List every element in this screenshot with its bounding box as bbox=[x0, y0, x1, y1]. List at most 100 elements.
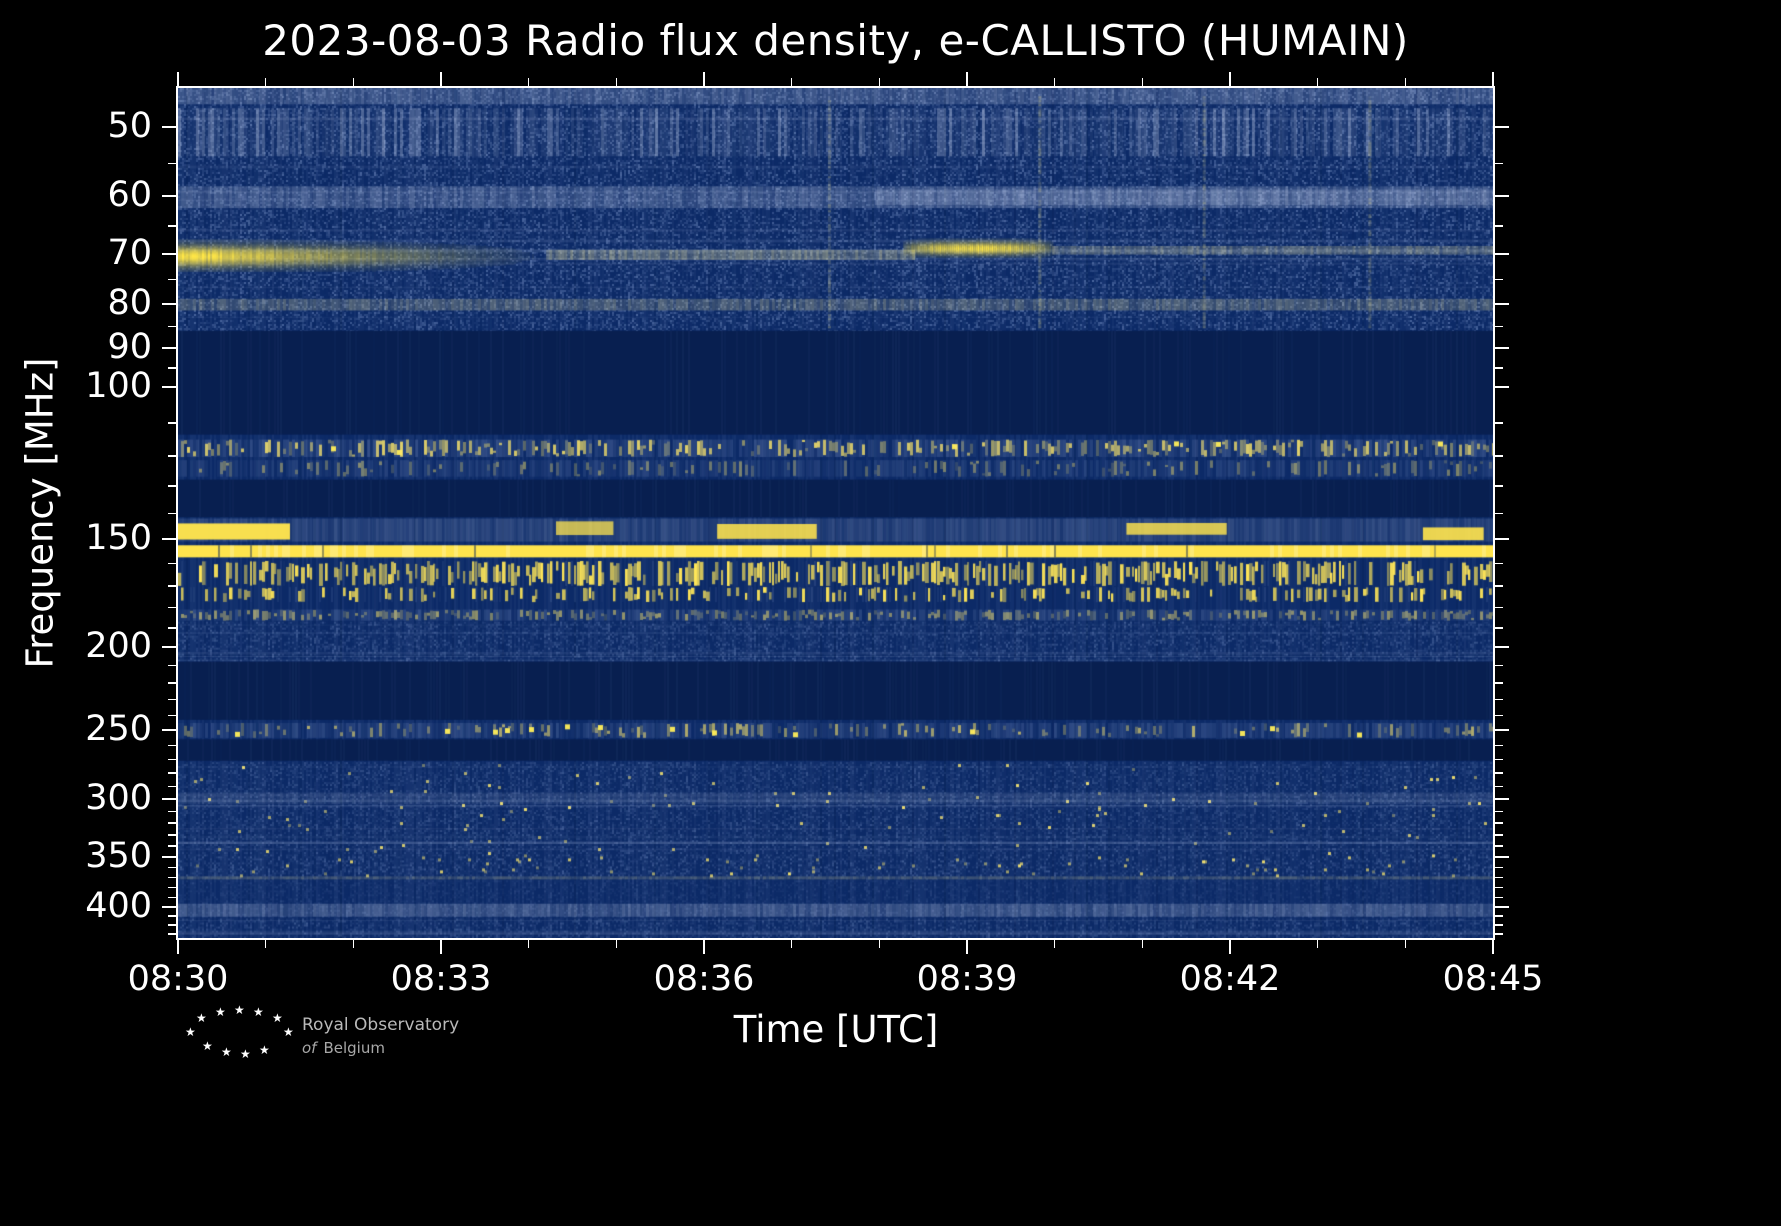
rob-logo-belgium: Belgium bbox=[323, 1038, 385, 1057]
y-major-tick-right bbox=[1495, 126, 1509, 129]
x-minor-tick-top bbox=[1404, 78, 1407, 86]
x-major-tick bbox=[1492, 940, 1494, 954]
y-minor-tick bbox=[168, 225, 176, 227]
x-minor-tick bbox=[1141, 940, 1144, 948]
x-major-tick-top bbox=[440, 72, 442, 86]
y-minor-tick bbox=[168, 698, 176, 701]
rob-logo-line2: of Belgium bbox=[302, 1038, 459, 1059]
y-major-tick bbox=[162, 645, 176, 648]
y-major-tick-right bbox=[1495, 905, 1509, 908]
y-minor-tick-right bbox=[1495, 664, 1503, 667]
x-major-tick-top bbox=[1229, 72, 1231, 86]
star-icon: ★ bbox=[240, 1047, 251, 1061]
y-minor-tick-right bbox=[1495, 915, 1503, 917]
y-minor-tick-right bbox=[1495, 744, 1503, 747]
y-major-tick bbox=[162, 729, 176, 732]
y-major-tick-right bbox=[1495, 797, 1509, 800]
y-minor-tick bbox=[168, 876, 176, 879]
y-major-tick bbox=[162, 905, 176, 908]
x-major-tick-top bbox=[703, 72, 705, 86]
spectrogram-canvas bbox=[178, 88, 1493, 938]
y-major-tick-right bbox=[1495, 645, 1509, 648]
y-minor-tick bbox=[168, 664, 176, 667]
y-major-tick-right bbox=[1495, 302, 1509, 305]
x-tick-label: 08:42 bbox=[1179, 959, 1281, 999]
y-minor-tick bbox=[168, 682, 176, 684]
x-tick-label: 08:33 bbox=[390, 959, 492, 999]
y-minor-tick bbox=[168, 866, 176, 869]
y-tick-label: 150 bbox=[85, 517, 152, 558]
x-minor-tick bbox=[352, 940, 355, 948]
y-minor-tick-right bbox=[1495, 714, 1503, 717]
x-minor-tick-top bbox=[352, 78, 355, 86]
x-minor-tick-top bbox=[615, 78, 618, 86]
x-minor-tick bbox=[264, 940, 267, 948]
star-icon: ★ bbox=[253, 1005, 264, 1019]
y-major-tick bbox=[162, 538, 176, 541]
y-minor-tick-right bbox=[1495, 772, 1503, 775]
rob-logo-of: of bbox=[302, 1038, 317, 1057]
x-major-tick bbox=[1229, 940, 1231, 954]
y-minor-tick-right bbox=[1495, 512, 1503, 515]
y-minor-tick-right bbox=[1495, 876, 1503, 879]
y-minor-tick-right bbox=[1495, 278, 1503, 281]
y-minor-tick bbox=[168, 454, 176, 457]
y-minor-tick-right bbox=[1495, 933, 1503, 935]
y-major-tick bbox=[162, 252, 176, 255]
y-minor-tick-right bbox=[1495, 225, 1503, 227]
x-major-tick bbox=[966, 940, 968, 954]
x-axis-label: Time [UTC] bbox=[733, 1008, 939, 1051]
y-tick-label: 70 bbox=[107, 232, 152, 273]
x-minor-tick bbox=[527, 940, 530, 948]
x-minor-tick-top bbox=[1316, 78, 1319, 86]
star-icon: ★ bbox=[283, 1025, 294, 1039]
y-minor-tick bbox=[168, 933, 176, 935]
x-minor-tick-top bbox=[1141, 78, 1144, 86]
x-minor-tick bbox=[1404, 940, 1407, 948]
star-icon: ★ bbox=[234, 1003, 245, 1017]
y-minor-tick-right bbox=[1495, 627, 1503, 629]
x-minor-tick-top bbox=[790, 78, 793, 86]
x-minor-tick bbox=[790, 940, 793, 948]
y-minor-tick bbox=[168, 484, 176, 487]
y-minor-tick-right bbox=[1495, 606, 1503, 609]
rob-logo-text: Royal Observatory of Belgium bbox=[302, 1014, 459, 1059]
y-minor-tick-right bbox=[1495, 866, 1503, 869]
y-minor-tick bbox=[168, 162, 176, 165]
y-major-tick-right bbox=[1495, 729, 1509, 732]
y-minor-tick-right bbox=[1495, 785, 1503, 788]
y-minor-tick bbox=[168, 822, 176, 825]
y-tick-label: 90 bbox=[107, 326, 152, 367]
y-minor-tick bbox=[168, 785, 176, 788]
y-minor-tick-right bbox=[1495, 484, 1503, 487]
y-minor-tick bbox=[168, 744, 176, 747]
y-major-tick-right bbox=[1495, 855, 1509, 858]
x-minor-tick bbox=[878, 940, 881, 948]
x-minor-tick-top bbox=[264, 78, 267, 86]
x-major-tick-top bbox=[1492, 72, 1494, 86]
y-tick-label: 300 bbox=[85, 777, 152, 818]
y-minor-tick-right bbox=[1495, 822, 1503, 825]
y-minor-tick bbox=[168, 585, 176, 588]
y-major-tick bbox=[162, 302, 176, 305]
y-minor-tick-right bbox=[1495, 422, 1503, 424]
y-minor-tick bbox=[168, 758, 176, 761]
plot-area bbox=[176, 86, 1495, 940]
y-tick-label: 80 bbox=[107, 282, 152, 323]
star-icon: ★ bbox=[196, 1011, 207, 1025]
y-minor-tick bbox=[168, 772, 176, 775]
y-minor-tick bbox=[168, 915, 176, 917]
y-tick-label: 200 bbox=[85, 625, 152, 666]
star-icon: ★ bbox=[202, 1039, 213, 1053]
y-minor-tick-right bbox=[1495, 886, 1503, 889]
y-tick-label: 350 bbox=[85, 835, 152, 876]
y-major-tick bbox=[162, 386, 176, 389]
star-icon: ★ bbox=[259, 1043, 270, 1057]
y-tick-label: 250 bbox=[85, 709, 152, 750]
y-minor-tick bbox=[168, 562, 176, 565]
y-minor-tick bbox=[168, 627, 176, 629]
y-minor-tick-right bbox=[1495, 896, 1503, 899]
x-tick-label: 08:39 bbox=[916, 959, 1018, 999]
x-minor-tick-top bbox=[527, 78, 530, 86]
